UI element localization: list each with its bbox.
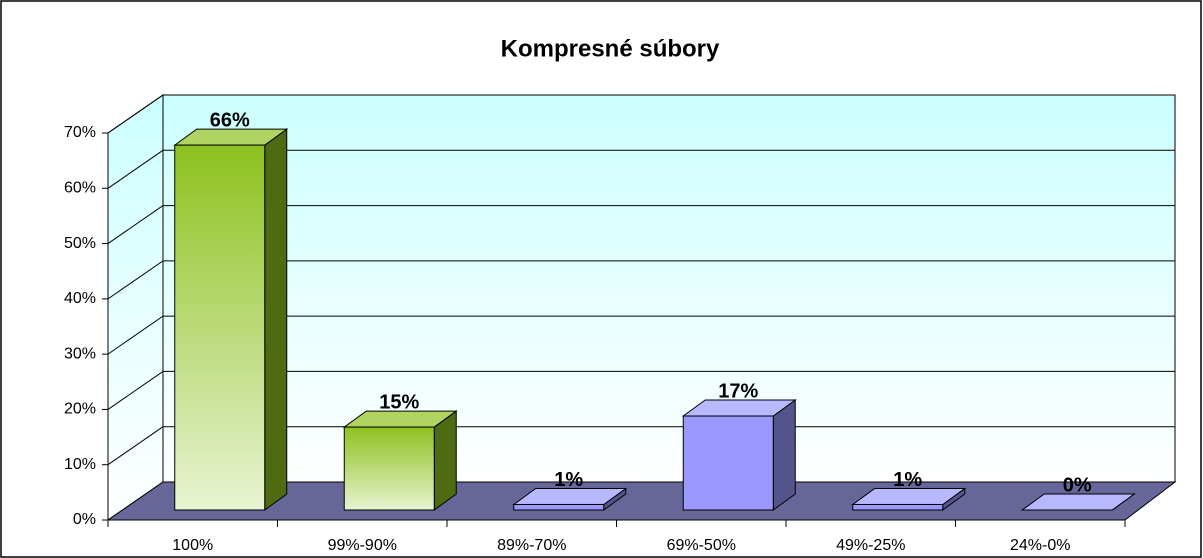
value-label: 1% (554, 469, 583, 491)
side-wall (107, 94, 164, 521)
bar-front (343, 426, 435, 511)
y-tick-label: 20% (64, 401, 96, 418)
y-tick-label: 50% (64, 235, 96, 252)
grid-line (107, 94, 164, 134)
bar (1020, 493, 1136, 511)
bar-front (682, 415, 774, 511)
x-tick-label: 89%-70% (497, 537, 566, 554)
bar (851, 487, 967, 511)
x-tick-label: 24%-0% (1010, 537, 1070, 554)
value-label: 17% (718, 380, 758, 402)
bar-side (772, 399, 796, 511)
y-tick-label: 30% (64, 345, 96, 362)
grid-line (107, 149, 164, 189)
y-tick-label: 60% (64, 180, 96, 197)
chart-title: Kompresné súbory (501, 35, 720, 62)
grid-line (107, 260, 164, 300)
y-tick-label: 40% (64, 290, 96, 307)
y-tick-label: 70% (64, 124, 96, 141)
bar-front (513, 503, 605, 511)
bar (512, 487, 628, 511)
grid-line (107, 315, 164, 355)
y-tick-label: 10% (64, 456, 96, 473)
value-label: 15% (379, 391, 419, 413)
bar-side (433, 410, 457, 511)
x-tick-label: 99%-90% (328, 537, 397, 554)
x-tick-label: 69%-50% (667, 537, 736, 554)
bar (681, 399, 797, 511)
back-wall (162, 94, 1176, 483)
y-tick-label: 0% (73, 511, 96, 528)
value-label: 0% (1063, 474, 1092, 496)
bar (173, 128, 289, 511)
value-label: 1% (893, 469, 922, 491)
grid-line (107, 205, 164, 244)
bar-front (174, 144, 266, 511)
bar-front (852, 503, 944, 511)
grid-line (107, 371, 164, 410)
value-label: 66% (210, 109, 250, 131)
bar-top (1020, 493, 1136, 511)
x-tick-label: 49%-25% (836, 537, 905, 554)
bar (342, 410, 458, 511)
bar-side (264, 128, 288, 511)
grid-line (107, 426, 164, 466)
x-tick-label: 100% (172, 537, 213, 554)
